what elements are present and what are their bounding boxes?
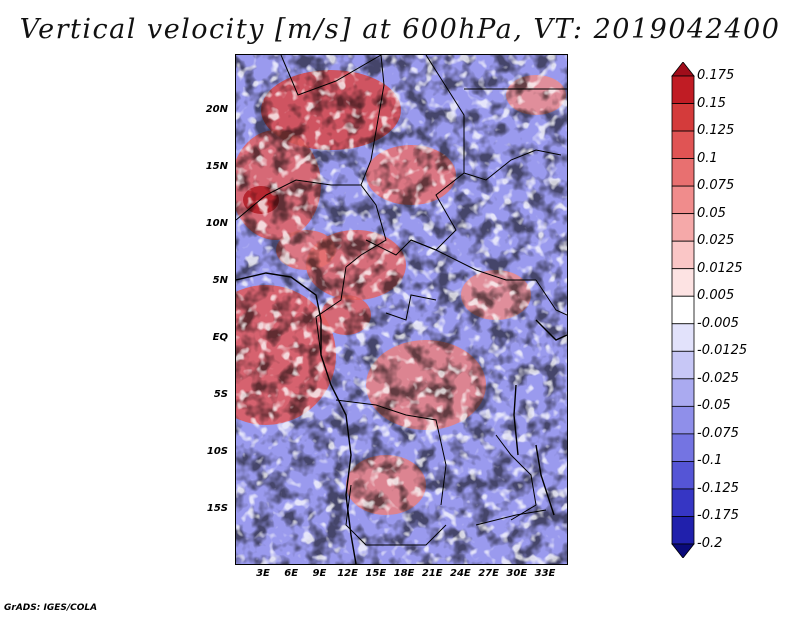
colorbar-level-label: 0.025 (697, 233, 735, 249)
colorbar-level-label: 0.075 (697, 178, 735, 194)
latitude-label: 10S (206, 446, 228, 457)
colorbar-swatch (671, 103, 695, 132)
longitude-label: 18E (393, 568, 415, 579)
lake-malawi (535, 444, 555, 516)
boundary-sudan (463, 149, 562, 181)
grads-credit: GrADS: IGES/COLA (4, 603, 98, 613)
boundary-cameroon (315, 266, 347, 356)
boundary-zimbabwe (475, 509, 547, 526)
colorbar-level-label: -0.025 (697, 370, 739, 386)
longitude-label: 15E (365, 568, 387, 579)
colorbar-level-label: 0.05 (697, 205, 726, 221)
latitude-label: EQ (212, 332, 228, 343)
longitude-label: 21E (421, 568, 443, 579)
colorbar-swatch (671, 405, 695, 435)
colorbar-level-label: -0.125 (697, 480, 739, 496)
colorbar-swatch (671, 240, 695, 270)
boundary-zambia (495, 434, 537, 521)
latitude-label: 15N (205, 161, 228, 172)
coastlines-lakes (236, 272, 567, 564)
latitude-label: 15S (206, 503, 228, 514)
latitude-label: 10N (205, 218, 228, 229)
colorbar-swatch (671, 62, 695, 77)
longitude-label: 9E (312, 568, 327, 579)
neutral-texture (236, 55, 567, 564)
colorbar-level-label: 0.175 (697, 68, 735, 83)
colorbar-swatch (671, 295, 695, 325)
colorbar-swatch (671, 323, 695, 352)
longitude-label: 12E (337, 568, 358, 579)
boundary-chad-niger (360, 55, 385, 186)
colorbar-level-label: -0.175 (697, 508, 739, 524)
coastline-west (236, 272, 357, 564)
colorbar-level-label: 0.0125 (697, 260, 743, 276)
colorbar-swatch (671, 433, 695, 462)
lake-tanganyika (513, 384, 519, 456)
colorbar-swatch (671, 158, 695, 187)
colorbar-swatch (671, 516, 695, 545)
colorbar-swatch (671, 543, 695, 558)
velocity-field-map (236, 55, 567, 564)
longitude-label: 3E (256, 568, 270, 579)
colorbar-level-label: 0.1 (697, 150, 718, 166)
colorbar-level-label: 0.005 (697, 288, 735, 304)
boundary-congo (385, 294, 437, 321)
colorbar-level-label: 0.15 (697, 95, 726, 111)
boundary-drc-angola (335, 399, 447, 506)
boundary-car (365, 239, 536, 281)
boundary-east (535, 279, 567, 316)
colorbar-swatch (671, 488, 695, 517)
country-boundaries (236, 55, 567, 546)
colorbar (671, 62, 695, 558)
colorbar-swatch (671, 350, 695, 380)
colorbar-level-label: -0.05 (697, 398, 731, 414)
lake-victoria (535, 319, 567, 341)
latitude-label: 5N (212, 275, 228, 286)
colorbar-level-label: -0.075 (697, 425, 739, 441)
latitude-label: 20N (205, 104, 228, 115)
colorbar-swatch (671, 75, 695, 104)
longitude-label: 6E (284, 568, 299, 579)
colorbar-swatch (671, 461, 695, 490)
colorbar-swatch (671, 213, 695, 242)
colorbar-swatch (671, 130, 695, 159)
latitude-label: 5S (213, 389, 228, 400)
boundary-north-1 (280, 55, 382, 96)
colorbar-level-label: -0.1 (697, 453, 723, 469)
colorbar-level-label: 0.125 (697, 123, 735, 139)
longitude-label: 30E (506, 568, 528, 579)
colorbar-level-label: -0.2 (697, 536, 723, 551)
colorbar-swatch (671, 268, 695, 297)
colorbar-swatch (671, 185, 695, 215)
chart-title: Vertical velocity [m/s] at 600hPa, VT: 2… (19, 14, 781, 45)
boundary-nigeria (236, 179, 387, 268)
colorbar-level-label: -0.0125 (697, 343, 748, 359)
colorbar-level-label: -0.005 (697, 315, 739, 331)
longitude-label: 27E (478, 568, 499, 579)
map-plot-area (235, 54, 568, 565)
longitude-label: 24E (450, 568, 471, 579)
colorbar-swatch (671, 378, 695, 407)
longitude-label: 33E (534, 568, 556, 579)
